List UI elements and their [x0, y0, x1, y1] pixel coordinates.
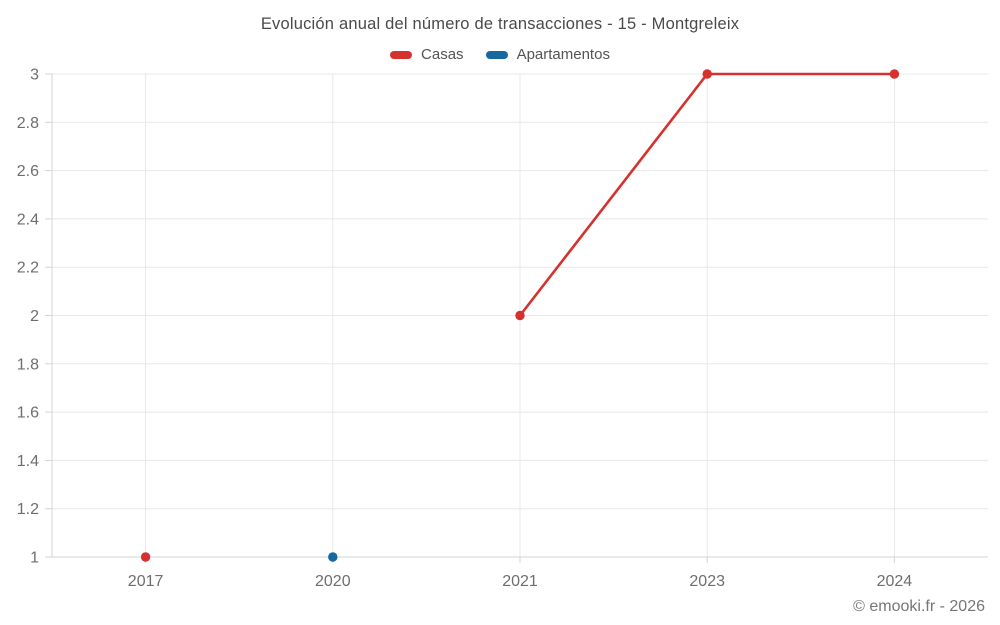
x-tick-label: 2024: [877, 573, 913, 590]
legend: Casas Apartamentos: [0, 46, 1000, 63]
y-tick-label: 1.2: [17, 501, 39, 518]
legend-label: Casas: [421, 46, 464, 63]
y-tick-label: 1.6: [17, 405, 39, 422]
x-tick-label: 2020: [315, 573, 351, 590]
y-tick-label: 2: [30, 308, 39, 325]
point-casas-2021[interactable]: [515, 310, 525, 321]
legend-label: Apartamentos: [516, 46, 610, 63]
point-casas-2024[interactable]: [889, 69, 900, 79]
y-tick-label: 2.8: [17, 115, 39, 132]
point-casas-2017[interactable]: [140, 552, 151, 562]
point-casas-2023[interactable]: [702, 69, 712, 79]
legend-item-casas[interactable]: Casas: [390, 46, 464, 63]
y-tick-label: 1.4: [17, 453, 39, 470]
point-apartamentos-2020[interactable]: [328, 552, 338, 562]
y-tick-label: 2.2: [17, 260, 39, 277]
copyright-text: © emooki.fr - 2026: [853, 598, 985, 615]
x-tick-label: 2021: [502, 573, 538, 590]
y-tick-label: 3: [30, 67, 39, 84]
legend-item-apartamentos[interactable]: Apartamentos: [485, 46, 610, 63]
legend-marker-apartamentos: [485, 50, 508, 59]
y-tick-label: 2.6: [17, 163, 39, 180]
legend-marker-casas: [390, 50, 413, 59]
y-tick-label: 1.8: [17, 356, 39, 373]
x-tick-label: 2017: [128, 573, 164, 590]
y-tick-label: 1: [30, 550, 39, 567]
y-tick-label: 2.4: [17, 211, 39, 228]
x-tick-label: 2023: [689, 573, 725, 590]
chart-title: Evolución anual del número de transaccio…: [260, 15, 740, 33]
